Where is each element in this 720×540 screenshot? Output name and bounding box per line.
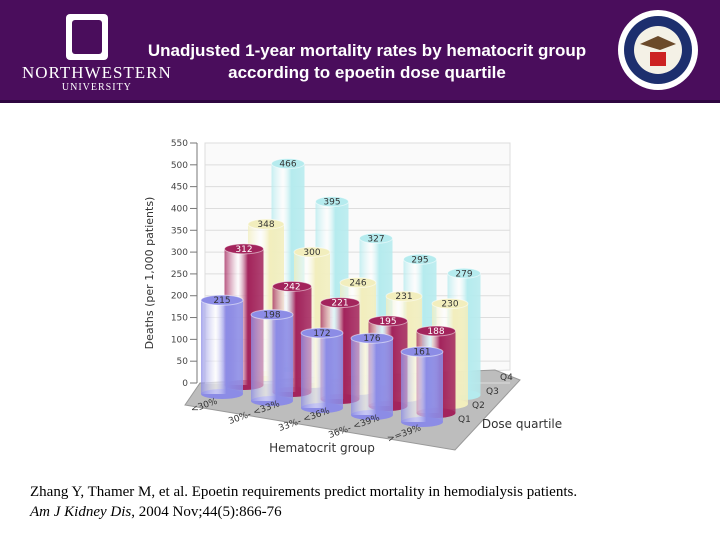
logo-line: NORTHWESTERN — [22, 63, 172, 82]
bar-cap — [224, 243, 264, 255]
y-axis-label: Deaths (per 1,000 patients) — [143, 197, 156, 350]
citation-journal: Am J Kidney Dis — [30, 504, 132, 520]
data-label: 466 — [279, 160, 296, 170]
z-tick-label: Q4 — [500, 373, 513, 383]
bar — [301, 332, 343, 408]
bar — [351, 338, 393, 415]
bar-cap — [339, 277, 377, 289]
bar-cap — [416, 325, 456, 337]
bar-cap — [350, 332, 394, 344]
bar-cap — [250, 309, 294, 321]
data-label: 188 — [427, 327, 444, 337]
header: NORTHWESTERN UNIVERSITY Unadjusted 1-yea… — [0, 0, 720, 103]
va-shield — [650, 52, 666, 66]
y-tick-label: 400 — [171, 204, 188, 214]
data-label: 327 — [367, 234, 384, 244]
data-label: 161 — [413, 348, 430, 358]
y-tick-label: 550 — [171, 139, 188, 149]
data-label: 300 — [303, 248, 320, 258]
bar-cap — [300, 327, 344, 339]
bar — [201, 300, 243, 394]
y-tick-label: 250 — [171, 270, 188, 280]
citation: Zhang Y, Thamer M, et al. Epoetin requir… — [30, 482, 577, 522]
data-label: 231 — [395, 292, 412, 302]
bar-cap — [385, 290, 423, 302]
y-tick-label: 0 — [182, 379, 188, 389]
bar-cap — [403, 253, 437, 265]
data-label: 221 — [331, 299, 348, 309]
logos — [66, 10, 698, 90]
data-label: 348 — [257, 220, 274, 230]
bar — [251, 314, 293, 401]
y-tick-label: 50 — [177, 357, 189, 367]
y-tick-label: 100 — [171, 335, 188, 345]
bar-cap — [315, 196, 349, 208]
nw-seal-inner — [72, 20, 102, 54]
data-label: 312 — [235, 245, 252, 255]
bar-cap — [272, 280, 312, 292]
data-label: 246 — [349, 279, 366, 289]
y-tick-label: 350 — [171, 226, 188, 236]
bar-cap — [320, 297, 360, 309]
y-tick-label: 300 — [171, 248, 188, 258]
data-label: 195 — [379, 317, 396, 327]
data-label: 176 — [363, 334, 380, 344]
z-tick-label: Q1 — [458, 415, 471, 425]
data-label: 215 — [213, 296, 230, 306]
z-tick-label: Q2 — [472, 401, 485, 411]
citation-text: Zhang Y, Thamer M, et al. Epoetin requir… — [30, 484, 578, 500]
bar-cap — [368, 315, 408, 327]
data-label: 230 — [441, 300, 458, 310]
x-axis-label: Hematocrit group — [269, 441, 375, 455]
nw-logo: NORTHWESTERN UNIVERSITY — [22, 63, 172, 94]
bar-cap — [447, 267, 481, 279]
chart: 0 50 100 150 200 250 300 350 400 450 500 550 Deaths … — [143, 139, 562, 455]
data-label: 198 — [263, 311, 280, 321]
y-tick-label: 450 — [171, 183, 188, 193]
bar-cap — [271, 158, 305, 170]
va-seal-center — [634, 26, 682, 74]
y-tick-label: 200 — [171, 292, 188, 302]
z-axis-label: Dose quartile — [482, 417, 562, 431]
logo-line: UNIVERSITY — [61, 82, 132, 93]
data-label: 172 — [313, 329, 330, 339]
data-label: 295 — [411, 255, 428, 265]
data-label: 279 — [455, 269, 472, 279]
citation-details: , 2004 Nov;44(5):866-76 — [131, 504, 282, 520]
bar-cap — [200, 294, 244, 306]
bar-cap — [400, 346, 444, 358]
data-label: 242 — [283, 282, 300, 292]
y-tick-label: 500 — [171, 161, 188, 171]
va-eagle — [640, 36, 676, 50]
bar-cap — [293, 246, 331, 258]
title: Unadjusted 1-year mortality rates by hem… — [147, 41, 587, 82]
data-label: 395 — [323, 198, 340, 208]
bar-cap — [359, 232, 393, 244]
y-tick-label: 150 — [171, 314, 188, 324]
bar-cap — [431, 298, 469, 310]
bar-cap — [247, 218, 285, 230]
z-tick-label: Q3 — [486, 387, 499, 397]
bar — [401, 351, 443, 422]
